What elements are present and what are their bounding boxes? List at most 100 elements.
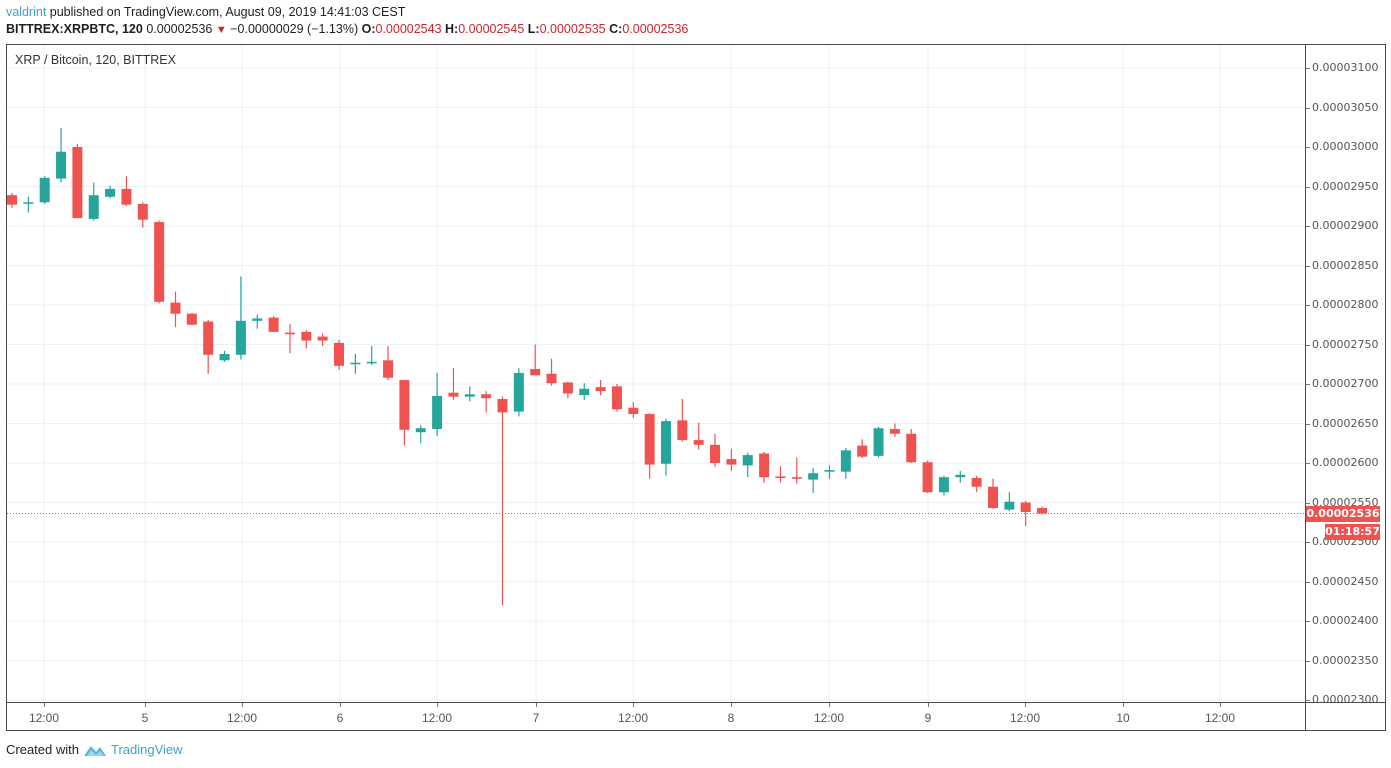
- candle: [759, 451, 770, 483]
- price-tick: [1306, 107, 1310, 109]
- time-tick: [731, 703, 732, 707]
- candle: [513, 368, 524, 417]
- candle: [988, 478, 998, 509]
- time-tick: [145, 703, 146, 707]
- time-axis-label: 12:00: [226, 711, 258, 725]
- price-axis-label: 0.00003050: [1312, 100, 1379, 114]
- time-tick: [1123, 703, 1124, 707]
- candle: [301, 330, 312, 349]
- chart-frame: [6, 44, 1386, 731]
- price-axis-label: 0.00002700: [1312, 377, 1379, 390]
- price-tick: [1306, 384, 1310, 385]
- chart-plot-area[interactable]: [7, 45, 1305, 702]
- candle: [23, 196, 34, 213]
- publish-info: valdrint published on TradingView.com, A…: [6, 4, 405, 20]
- time-axis-label: 12:00: [28, 711, 60, 725]
- chart-legend: XRP / Bitcoin, 120, BITTREX: [15, 53, 176, 67]
- candle: [628, 402, 639, 418]
- candle: [955, 470, 966, 483]
- candle: [710, 433, 721, 467]
- price-axis-label: 0.00002900: [1312, 219, 1379, 232]
- price-tick: [1306, 147, 1310, 148]
- price-tick: [1306, 344, 1310, 346]
- candle: [873, 426, 884, 458]
- price-tick: [1306, 463, 1310, 464]
- price-tick: [1306, 581, 1310, 583]
- price-axis-label: 0.00003000: [1312, 140, 1379, 153]
- time-axis-divider: [7, 702, 1385, 703]
- candle: [530, 344, 541, 376]
- candle: [334, 339, 344, 370]
- candle: [366, 346, 377, 366]
- time-axis-label: 6: [336, 711, 344, 725]
- footer: Created with TradingView: [6, 742, 183, 757]
- candle: [579, 383, 590, 400]
- price-axis-label: 0.00002950: [1312, 179, 1379, 193]
- candle: [775, 466, 786, 483]
- price-tick: [1306, 542, 1310, 543]
- candle: [1020, 500, 1031, 527]
- candle: [203, 320, 214, 374]
- candle: [448, 368, 459, 400]
- time-tick: [1025, 703, 1026, 707]
- price-tick: [1306, 226, 1310, 227]
- open-label: O:: [361, 22, 376, 36]
- candle: [252, 314, 263, 329]
- price-axis-label: 0.00002400: [1312, 614, 1379, 627]
- candle: [938, 475, 949, 496]
- candle: [268, 316, 279, 332]
- tradingview-logo-icon: [83, 745, 106, 756]
- author-link[interactable]: valdrint: [6, 5, 47, 19]
- candle: [7, 192, 17, 208]
- time-axis-label: 5: [141, 711, 149, 725]
- time-tick: [437, 703, 438, 707]
- time-axis-label: 10: [1116, 711, 1130, 725]
- price-tick: [1306, 305, 1310, 306]
- price-axis-label: 0.00002650: [1312, 416, 1379, 430]
- open-value: 0.00002543: [375, 22, 442, 36]
- time-axis-label: 8: [727, 711, 735, 725]
- close-label: C:: [609, 22, 623, 36]
- candle: [219, 350, 230, 362]
- candle: [350, 353, 361, 374]
- candle: [415, 425, 426, 444]
- candle: [726, 448, 737, 471]
- candle: [317, 333, 328, 347]
- price-axis-label: 0.00002800: [1312, 298, 1379, 311]
- price-axis-label: 0.00002300: [1312, 693, 1379, 706]
- price-tick: [1306, 68, 1310, 69]
- time-tick: [536, 703, 537, 707]
- last-price-tag: 0.00002536: [1306, 506, 1380, 522]
- time-tick: [340, 703, 341, 707]
- candle: [284, 323, 295, 354]
- price-axis-label: 0.00002850: [1312, 258, 1379, 272]
- candle: [235, 276, 246, 360]
- time-axis-label: 12:00: [421, 711, 453, 725]
- time-axis-label: 7: [532, 711, 540, 725]
- time-tick: [242, 703, 243, 707]
- time-tick: [44, 703, 45, 707]
- candle: [693, 422, 704, 450]
- candle: [39, 176, 50, 204]
- candle: [154, 220, 165, 304]
- price-change: −0.00000029 (−1.13%): [230, 22, 359, 36]
- candle: [595, 380, 606, 396]
- candle: [72, 143, 83, 219]
- time-tick: [633, 703, 634, 707]
- last-price: 0.00002536: [146, 22, 213, 36]
- price-tick: [1306, 423, 1310, 425]
- low-value: 0.00002535: [539, 22, 606, 36]
- symbol-info-bar: BITTREX:XRPBTC, 120 0.00002536 ▼ −0.0000…: [6, 21, 688, 38]
- candle: [170, 291, 181, 328]
- candle: [791, 457, 802, 484]
- price-axis-label: 0.00002350: [1312, 653, 1379, 667]
- candlestick-chart: [7, 45, 1305, 702]
- time-axis-label: 12:00: [1204, 711, 1236, 725]
- high-label: H:: [445, 22, 459, 36]
- time-axis-label: 9: [924, 711, 932, 725]
- candle: [56, 128, 67, 183]
- candle: [105, 185, 116, 199]
- candle: [857, 439, 868, 459]
- candle: [742, 452, 753, 478]
- tradingview-brand-link[interactable]: TradingView: [110, 742, 183, 757]
